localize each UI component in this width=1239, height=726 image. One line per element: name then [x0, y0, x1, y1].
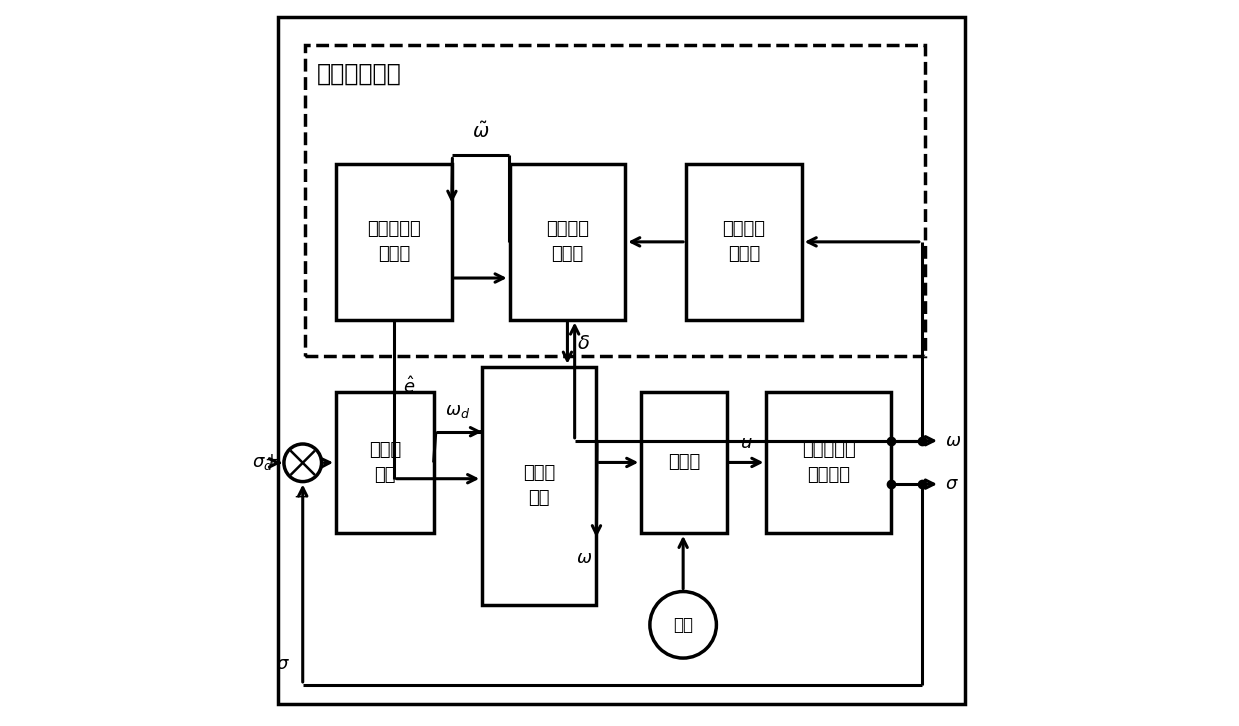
Text: $\omega$: $\omega$	[945, 432, 961, 449]
Text: 航天器姿态
系统模型: 航天器姿态 系统模型	[802, 441, 855, 484]
Text: $\omega_d$: $\omega_d$	[445, 402, 471, 420]
FancyBboxPatch shape	[766, 392, 891, 533]
Text: $\delta$: $\delta$	[577, 334, 590, 353]
Text: $\hat{e}$: $\hat{e}$	[403, 376, 415, 396]
Text: 故障: 故障	[673, 616, 693, 634]
Text: 虚拟控
制器: 虚拟控 制器	[369, 441, 401, 484]
Text: $\omega$: $\omega$	[576, 549, 592, 567]
Text: 执行器: 执行器	[668, 454, 700, 471]
Text: −: −	[294, 487, 307, 505]
FancyBboxPatch shape	[305, 45, 926, 356]
FancyBboxPatch shape	[336, 392, 434, 533]
FancyBboxPatch shape	[336, 164, 452, 319]
Text: 容错控
制器: 容错控 制器	[523, 465, 555, 507]
Text: $u$: $u$	[740, 433, 753, 452]
Text: +: +	[264, 451, 278, 469]
Text: $\tilde{\omega}$: $\tilde{\omega}$	[472, 122, 489, 142]
FancyBboxPatch shape	[686, 164, 802, 319]
Text: 故障诊断模块: 故障诊断模块	[317, 62, 401, 86]
Text: $\sigma$: $\sigma$	[276, 656, 290, 673]
FancyBboxPatch shape	[482, 367, 596, 605]
Text: $\sigma_d$: $\sigma_d$	[253, 454, 274, 472]
Text: 故障估计
观测器: 故障估计 观测器	[546, 221, 589, 264]
Text: $\sigma$: $\sigma$	[945, 475, 959, 493]
Text: 自适应故障
估计率: 自适应故障 估计率	[367, 221, 421, 264]
FancyBboxPatch shape	[642, 392, 726, 533]
FancyBboxPatch shape	[509, 164, 626, 319]
Text: 故障检测
观测器: 故障检测 观测器	[722, 221, 766, 264]
